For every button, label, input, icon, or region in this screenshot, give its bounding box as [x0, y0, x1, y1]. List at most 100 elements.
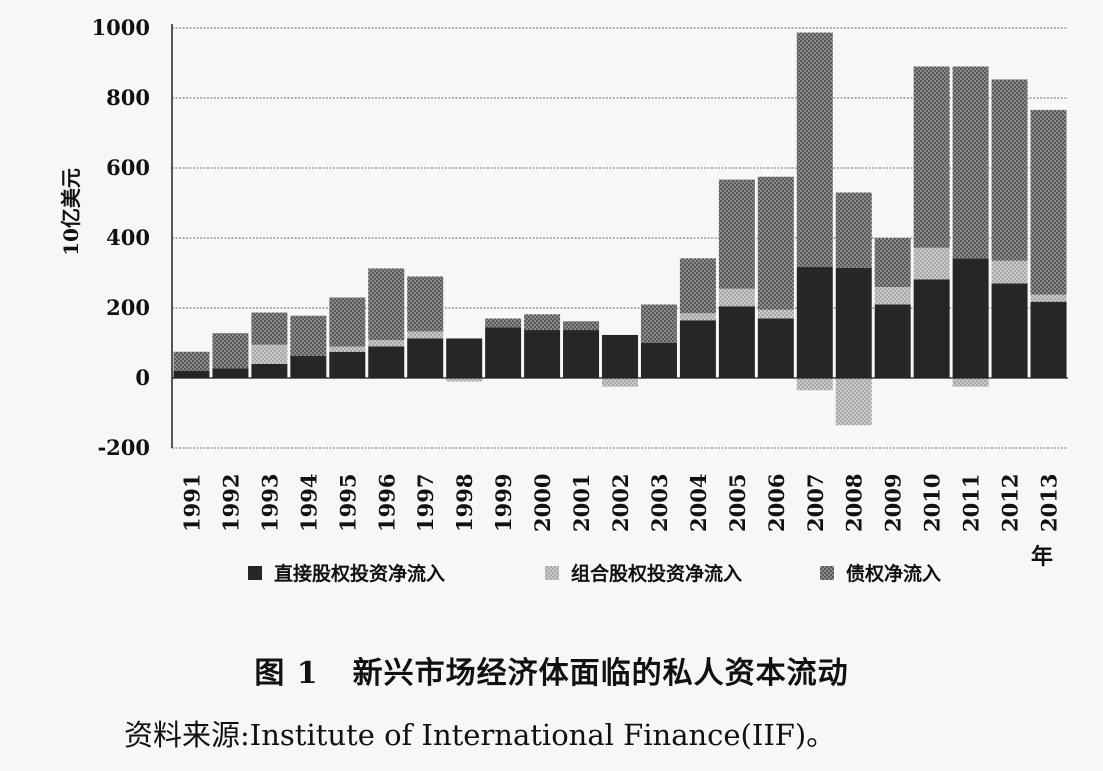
bar-1996-portfolio — [368, 340, 405, 347]
x-tick-label: 2006 — [764, 474, 789, 532]
x-tick-label: 1999 — [491, 474, 516, 532]
bar-1999-fdi — [485, 327, 522, 378]
figure-title: 新兴市场经济体面临的私人资本流动 — [352, 656, 849, 691]
source-note: 资料来源:Institute of International Finance(… — [124, 718, 836, 752]
bar-1994-fdi — [290, 355, 327, 378]
bar-2005-debt — [718, 179, 755, 289]
bar-2008-debt — [835, 192, 872, 268]
bar-2004-debt — [679, 258, 716, 314]
legend-swatch — [545, 566, 559, 580]
bar-2012-portfolio — [991, 260, 1028, 284]
x-tick-label: 1998 — [452, 474, 477, 532]
bar-1995-portfolio — [329, 346, 366, 352]
legend-label: 债权净流入 — [846, 562, 941, 585]
bar-2007-debt — [796, 32, 833, 268]
figure-caption: 图 1 新兴市场经济体面临的私人资本流动 — [0, 648, 1103, 692]
bar-2008-portfolio — [835, 378, 872, 426]
x-tick-label: 2011 — [959, 474, 984, 532]
x-tick-label: 2010 — [920, 474, 945, 532]
x-tick-label: 1991 — [179, 474, 204, 532]
x-tick-label: 1992 — [218, 474, 243, 532]
bar-2011-fdi — [952, 258, 989, 378]
bar-2003-debt — [640, 304, 677, 343]
bar-2013-debt — [1030, 109, 1067, 295]
y-tick-label: 600 — [106, 155, 150, 180]
bar-2012-fdi — [991, 283, 1028, 378]
x-tick-label: 1996 — [374, 474, 399, 532]
bar-1997-fdi — [407, 338, 444, 378]
legend: 直接股权投资净流入 组合股权投资净流入 债权净流入 — [248, 562, 941, 585]
x-tick-label: 2000 — [530, 474, 555, 532]
bar-1992-fdi — [212, 368, 249, 378]
bar-1998-portfolio — [446, 378, 483, 382]
legend-label: 直接股权投资净流入 — [274, 562, 445, 585]
bar-2009-fdi — [874, 304, 911, 378]
bar-2000-fdi — [524, 330, 561, 378]
bar-2005-portfolio — [718, 288, 755, 307]
bar-2010-debt — [913, 66, 950, 248]
bar-2002-fdi — [602, 334, 638, 378]
bar-2001-debt — [563, 321, 600, 331]
bar-1996-debt — [368, 268, 405, 341]
bar-2006-portfolio — [757, 309, 794, 319]
bar-2010-portfolio — [913, 247, 950, 280]
x-tick-label: 2007 — [803, 474, 828, 532]
bar-1993-debt — [251, 312, 288, 345]
axes — [171, 24, 1068, 448]
bar-1991-fdi — [173, 371, 210, 378]
bar-1995-debt — [329, 297, 366, 347]
x-tick-label: 2001 — [569, 474, 594, 532]
bar-1999-debt — [485, 318, 522, 328]
bar-2009-portfolio — [874, 287, 911, 305]
bar-2005-fdi — [718, 306, 755, 378]
x-axis-unit-label: 年 — [1031, 544, 1053, 570]
x-tick-label: 1997 — [413, 474, 438, 532]
y-tick-label: 1000 — [92, 15, 150, 40]
bars-group — [173, 32, 1067, 426]
bar-1997-portfolio — [407, 331, 444, 339]
bar-1993-portfolio — [251, 344, 288, 364]
legend-swatch — [820, 566, 834, 580]
y-tick-label: 0 — [135, 365, 150, 390]
y-tick-label: 800 — [106, 85, 150, 110]
x-tick-label: 2005 — [725, 474, 750, 532]
x-tick-label: 2003 — [647, 474, 672, 532]
x-tick-label: 2002 — [608, 474, 633, 532]
x-tick-label: 2013 — [1037, 474, 1062, 532]
bar-2001-fdi — [563, 330, 600, 378]
bar-2006-fdi — [757, 318, 794, 378]
bar-2011-debt — [952, 66, 989, 259]
bar-2008-fdi — [835, 267, 872, 378]
bar-2013-fdi — [1030, 301, 1067, 378]
bar-1992-debt — [212, 333, 249, 369]
x-tick-label: 2004 — [686, 474, 711, 532]
bar-1993-fdi — [251, 364, 288, 378]
y-tick-label: -200 — [97, 435, 150, 460]
x-tick-label: 1995 — [335, 474, 360, 532]
y-tick-labels: -200 0 200 400 600 800 1000 — [92, 15, 150, 460]
x-tick-label: 2012 — [998, 474, 1023, 532]
bar-2012-debt — [991, 79, 1028, 261]
bar-2002-portfolio — [602, 378, 638, 387]
legend-swatch — [248, 566, 262, 580]
bar-1998-fdi — [446, 338, 483, 378]
y-tick-label: 400 — [106, 225, 150, 250]
x-tick-label: 1994 — [296, 474, 321, 532]
x-tick-labels: 1991 1992 1993 1994 1995 1996 1997 1998 1999 2000… — [179, 474, 1061, 532]
bar-2004-fdi — [679, 320, 716, 378]
bar-1995-fdi — [329, 351, 366, 378]
bar-1997-debt — [407, 276, 444, 332]
bar-2004-portfolio — [679, 313, 716, 321]
bar-2003-fdi — [640, 343, 677, 378]
figure-number: 图 1 — [254, 656, 319, 691]
bar-2010-fdi — [913, 279, 950, 378]
bar-2013-portfolio — [1030, 294, 1067, 302]
bar-2009-debt — [874, 238, 911, 287]
x-tick-label: 2008 — [842, 474, 867, 532]
bar-1991-debt — [173, 351, 210, 371]
bar-2007-portfolio — [796, 378, 833, 391]
y-tick-label: 200 — [106, 295, 150, 320]
x-tick-label: 1993 — [257, 474, 282, 532]
bar-1996-fdi — [368, 346, 405, 378]
